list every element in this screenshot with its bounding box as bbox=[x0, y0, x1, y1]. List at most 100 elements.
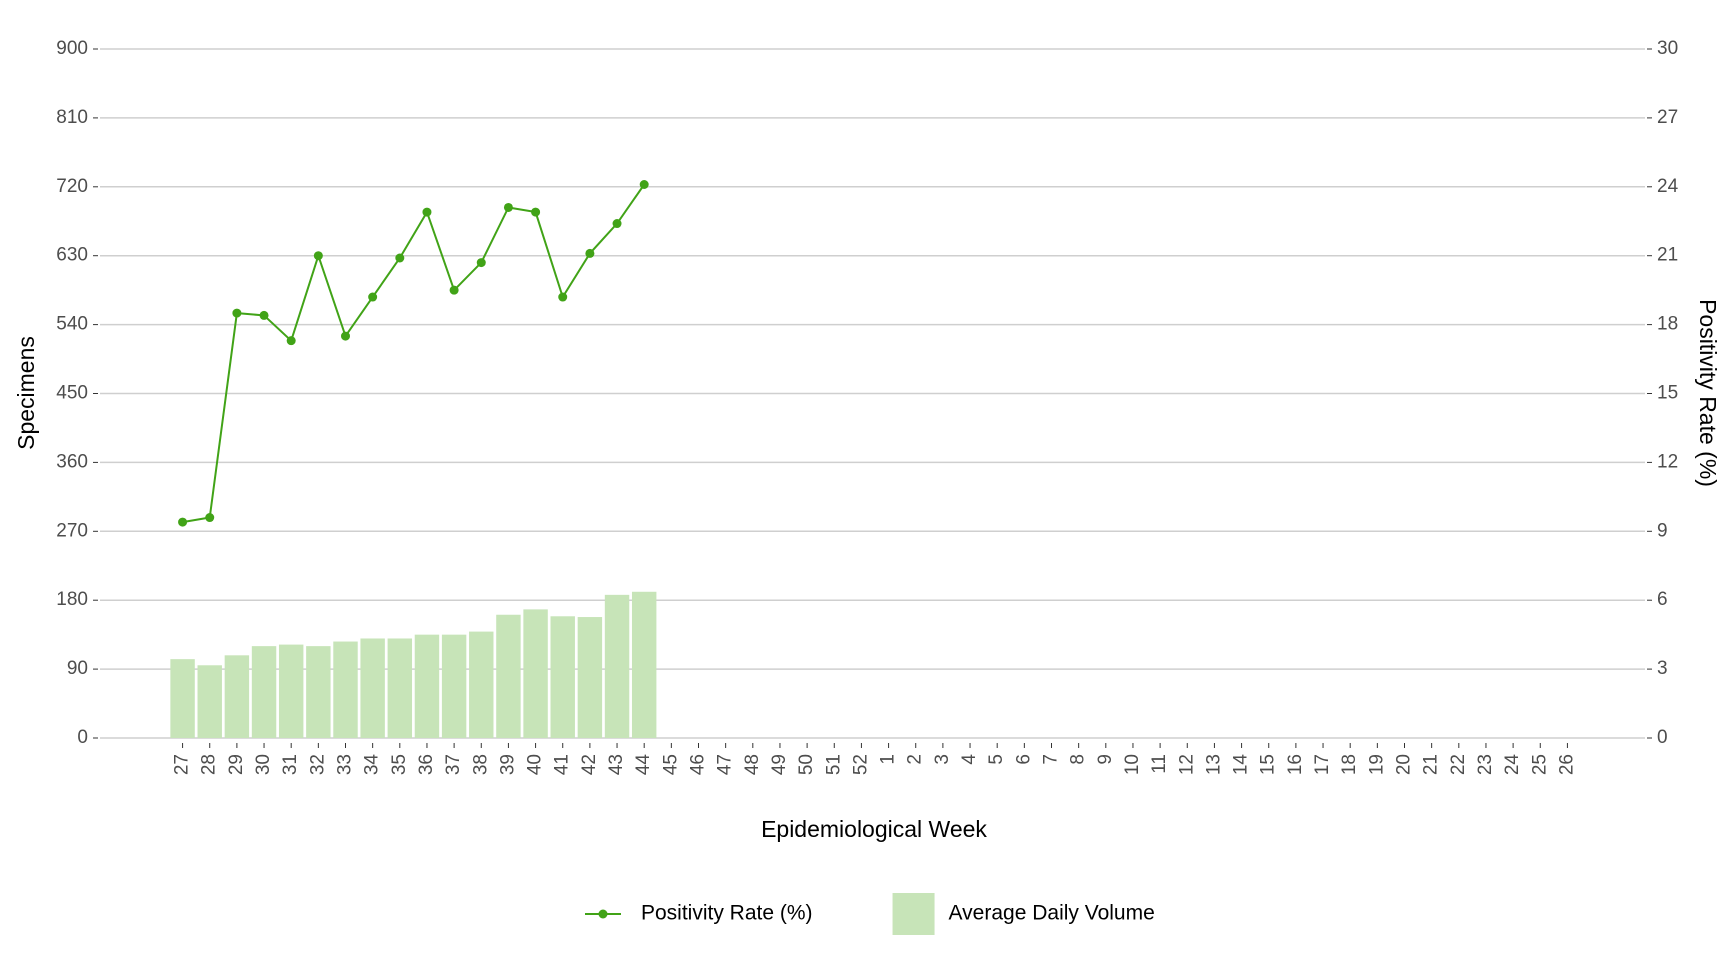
y2-tick-label: 9 bbox=[1657, 520, 1668, 541]
y2-tick-label: 15 bbox=[1657, 383, 1678, 404]
x-tick-label: 49 bbox=[769, 754, 790, 775]
y2-tick-label: 30 bbox=[1657, 38, 1678, 59]
legend-label: Average Daily Volume bbox=[949, 902, 1155, 925]
point bbox=[232, 308, 242, 318]
x-tick-label: 46 bbox=[688, 754, 709, 775]
point bbox=[503, 202, 513, 212]
y2-tick-label: 12 bbox=[1657, 451, 1678, 472]
point bbox=[639, 180, 649, 190]
x-tick-label: 39 bbox=[497, 754, 518, 775]
point bbox=[449, 285, 459, 295]
x-tick-label: 14 bbox=[1231, 754, 1252, 776]
x-tick-label: 47 bbox=[715, 754, 736, 775]
x-tick-label: 41 bbox=[552, 754, 573, 775]
bar bbox=[577, 617, 603, 738]
x-tick-label: 30 bbox=[253, 754, 274, 775]
x-tick-label: 7 bbox=[1041, 754, 1062, 765]
x-tick-label: 26 bbox=[1556, 754, 1577, 775]
x-tick-label: 42 bbox=[579, 754, 600, 775]
x-tick-label: 17 bbox=[1312, 754, 1333, 775]
legend-point bbox=[598, 909, 608, 919]
y-tick-label: 360 bbox=[56, 451, 88, 472]
y-tick-label: 90 bbox=[67, 658, 88, 679]
bar bbox=[441, 634, 467, 738]
x-tick-label: 32 bbox=[307, 754, 328, 775]
point bbox=[205, 513, 215, 523]
y2-tick-label: 0 bbox=[1657, 727, 1668, 748]
x-tick-label: 51 bbox=[823, 754, 844, 775]
bar bbox=[550, 616, 575, 738]
legend-label: Positivity Rate (%) bbox=[641, 902, 813, 925]
point bbox=[368, 292, 378, 302]
bar bbox=[333, 641, 358, 738]
x-tick-label: 6 bbox=[1013, 754, 1034, 765]
x-tick-label: 10 bbox=[1122, 754, 1143, 775]
x-tick-label: 23 bbox=[1475, 754, 1496, 775]
point bbox=[476, 258, 486, 268]
x-tick-label: 12 bbox=[1176, 754, 1197, 775]
y-axis-title: Specimens bbox=[13, 336, 39, 450]
bar bbox=[278, 644, 304, 738]
bar bbox=[523, 609, 548, 738]
bar bbox=[224, 655, 250, 738]
x-tick-label: 21 bbox=[1421, 754, 1442, 775]
bar bbox=[469, 631, 494, 738]
x-tick-label: 25 bbox=[1529, 754, 1550, 775]
x-tick-label: 28 bbox=[199, 754, 220, 775]
bar bbox=[170, 659, 195, 738]
y-tick-label: 450 bbox=[56, 383, 88, 404]
x-tick-label: 29 bbox=[226, 754, 247, 775]
bar bbox=[414, 634, 440, 738]
bar bbox=[360, 638, 385, 738]
x-tick-label: 13 bbox=[1203, 754, 1224, 775]
point bbox=[259, 310, 269, 320]
point bbox=[612, 219, 622, 229]
x-tick-label: 3 bbox=[932, 754, 953, 765]
bar bbox=[604, 594, 630, 738]
y2-tick-label: 27 bbox=[1657, 107, 1678, 128]
y2-axis-title: Positivity Rate (%) bbox=[1695, 299, 1721, 487]
point bbox=[178, 517, 188, 527]
x-tick-label: 52 bbox=[850, 754, 871, 775]
point bbox=[531, 207, 541, 217]
bar bbox=[387, 638, 413, 738]
x-tick-label: 8 bbox=[1068, 754, 1089, 765]
x-tick-label: 48 bbox=[742, 754, 763, 775]
bar bbox=[306, 646, 331, 738]
point bbox=[558, 292, 568, 302]
x-tick-label: 27 bbox=[172, 754, 193, 775]
x-tick-label: 43 bbox=[606, 754, 627, 775]
bar bbox=[496, 614, 521, 738]
point bbox=[395, 253, 405, 263]
x-tick-label: 34 bbox=[362, 754, 383, 776]
y2-tick-label: 6 bbox=[1657, 589, 1668, 610]
y2-tick-label: 24 bbox=[1657, 176, 1679, 197]
x-tick-label: 35 bbox=[389, 754, 410, 775]
legend-swatch bbox=[892, 893, 935, 935]
bar bbox=[197, 665, 222, 738]
x-tick-label: 22 bbox=[1448, 754, 1469, 775]
x-tick-label: 38 bbox=[470, 754, 491, 775]
y-tick-label: 630 bbox=[56, 245, 88, 266]
y2-tick-label: 18 bbox=[1657, 314, 1678, 335]
x-tick-label: 40 bbox=[525, 754, 546, 775]
x-tick-label: 24 bbox=[1502, 754, 1523, 776]
y-tick-label: 720 bbox=[56, 176, 88, 197]
x-tick-label: 36 bbox=[416, 754, 437, 775]
x-tick-label: 19 bbox=[1366, 754, 1387, 775]
x-tick-label: 45 bbox=[660, 754, 681, 775]
x-tick-label: 15 bbox=[1258, 754, 1279, 775]
bar bbox=[251, 646, 277, 738]
y-tick-label: 270 bbox=[56, 520, 88, 541]
point bbox=[341, 331, 350, 341]
y-tick-label: 180 bbox=[56, 589, 88, 610]
y2-tick-label: 3 bbox=[1657, 658, 1668, 679]
x-tick-label: 50 bbox=[796, 754, 817, 775]
x-tick-label: 1 bbox=[878, 754, 899, 765]
x-tick-label: 31 bbox=[280, 754, 301, 775]
x-tick-label: 5 bbox=[986, 754, 1007, 765]
line bbox=[182, 183, 646, 524]
x-tick-label: 4 bbox=[959, 754, 980, 765]
point bbox=[422, 207, 432, 217]
